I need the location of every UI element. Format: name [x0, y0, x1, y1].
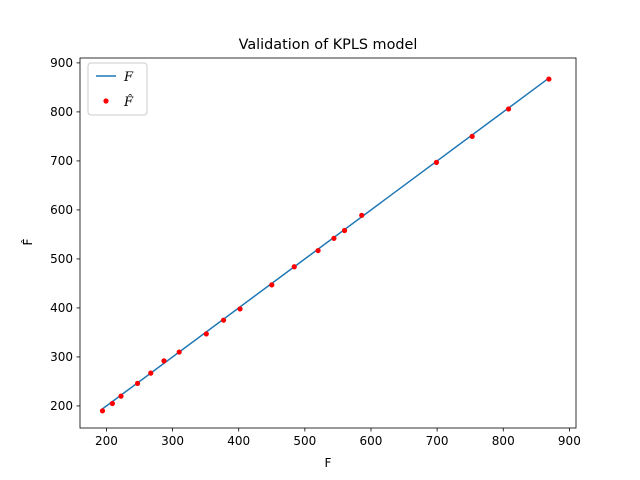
y-axis-label: F̂	[21, 238, 35, 245]
y-tick-label: 900	[50, 56, 73, 70]
y-tick-label: 400	[50, 301, 73, 315]
legend-label-Fhat: F̂	[123, 94, 134, 110]
data-point	[341, 227, 348, 234]
x-tick-label: 500	[293, 434, 316, 448]
x-tick-label: 200	[95, 434, 118, 448]
y-tick-label: 600	[50, 203, 73, 217]
data-point	[469, 133, 475, 140]
x-axis-label: F	[325, 456, 332, 470]
y-tick-label: 500	[50, 252, 73, 266]
chart-title: Validation of KPLS model	[239, 37, 418, 53]
legend-box	[87, 62, 148, 116]
data-point	[203, 331, 209, 337]
data-point	[134, 380, 141, 387]
data-point	[109, 400, 116, 407]
y-tick-label: 700	[50, 154, 73, 168]
data-point	[176, 349, 182, 355]
x-tick-label: 800	[492, 434, 515, 448]
data-point	[161, 358, 167, 364]
data-layer	[99, 76, 552, 414]
legend-label-F: F	[123, 70, 134, 85]
legend: F F̂	[87, 62, 148, 116]
data-point	[546, 76, 552, 82]
axes-frame	[79, 57, 577, 429]
data-point	[331, 235, 337, 241]
axes-layer: 200 300 400 500 600 700 800 900 200 300 400 500 600 7…	[50, 56, 581, 448]
data-point	[237, 306, 243, 312]
data-point	[148, 370, 154, 376]
y-tick-label: 800	[50, 105, 73, 119]
x-tick-label: 700	[426, 434, 449, 448]
data-point	[359, 212, 365, 218]
data-point	[433, 159, 440, 165]
x-tick-label: 600	[360, 434, 383, 448]
data-point	[315, 247, 321, 254]
x-tick-label: 400	[227, 434, 250, 448]
y-tick-label: 300	[50, 350, 73, 364]
data-point	[99, 408, 106, 414]
data-point	[269, 282, 275, 288]
data-point	[291, 264, 297, 270]
data-point	[220, 317, 227, 323]
x-tick-label: 900	[558, 434, 581, 448]
data-point	[118, 393, 124, 399]
y-tick-label: 200	[50, 399, 73, 413]
x-tick-label: 300	[161, 434, 184, 448]
series-line-F	[102, 78, 549, 410]
data-point	[505, 106, 512, 112]
legend-marker-swatch	[103, 98, 109, 104]
